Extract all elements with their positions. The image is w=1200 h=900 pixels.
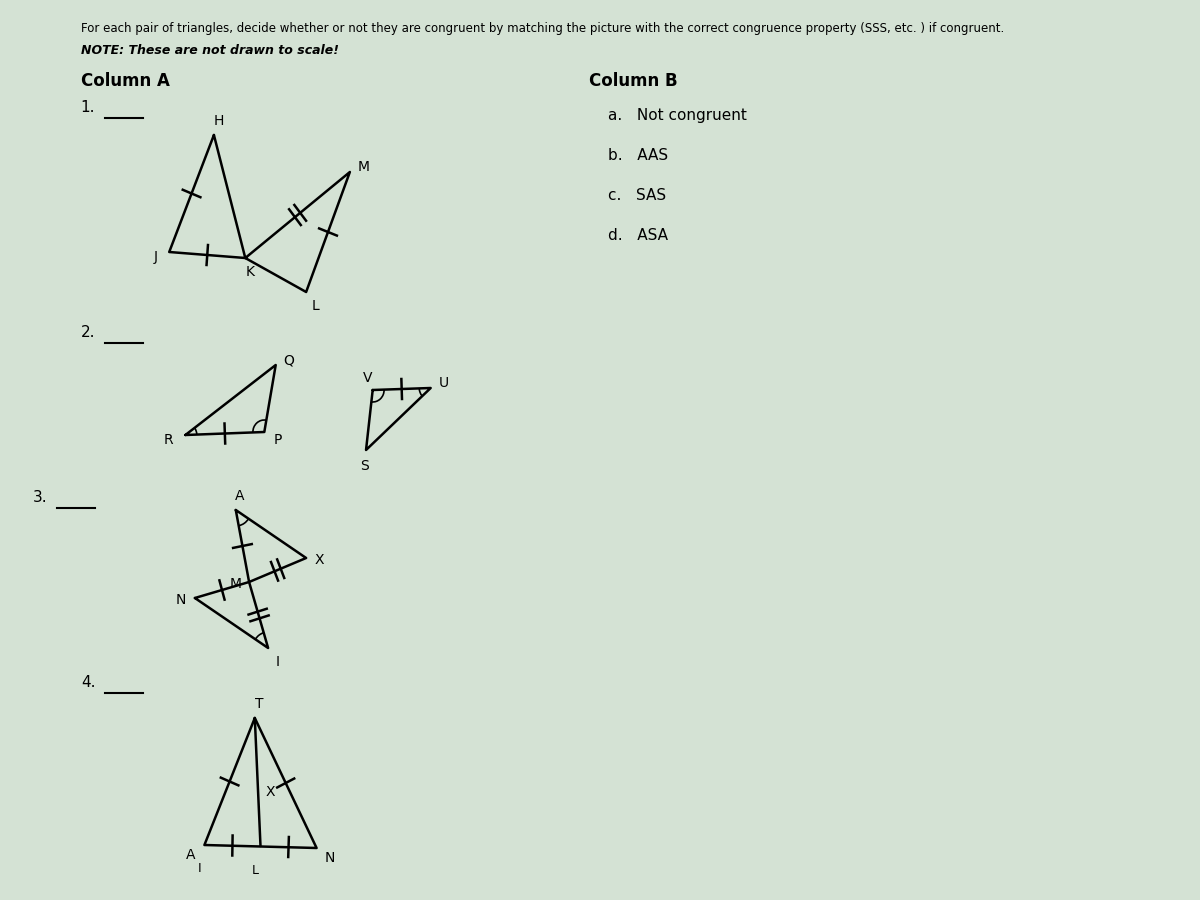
Text: V: V — [364, 371, 373, 385]
Text: 3.: 3. — [34, 490, 48, 505]
Text: L: L — [312, 299, 319, 313]
Text: M: M — [229, 577, 241, 591]
Text: M: M — [358, 160, 370, 174]
Text: c.   SAS: c. SAS — [608, 188, 666, 203]
Text: A: A — [235, 489, 245, 503]
Text: a.   Not congruent: a. Not congruent — [608, 108, 748, 123]
Text: b.   AAS: b. AAS — [608, 148, 668, 163]
Text: H: H — [214, 114, 224, 128]
Text: NOTE: These are not drawn to scale!: NOTE: These are not drawn to scale! — [80, 44, 338, 57]
Text: X: X — [265, 785, 275, 799]
Text: L: L — [252, 863, 259, 877]
Text: X: X — [314, 553, 324, 567]
Text: N: N — [175, 593, 186, 607]
Text: Q: Q — [283, 353, 294, 367]
Text: P: P — [274, 433, 282, 447]
Text: I: I — [198, 862, 202, 876]
Text: J: J — [154, 250, 158, 264]
Text: 1.: 1. — [80, 100, 95, 115]
Text: Column B: Column B — [589, 72, 678, 90]
Text: S: S — [360, 459, 368, 473]
Text: N: N — [325, 851, 335, 865]
Text: d.   ASA: d. ASA — [608, 228, 668, 243]
Text: A: A — [186, 848, 196, 862]
Text: I: I — [276, 655, 280, 669]
Text: For each pair of triangles, decide whether or not they are congruent by matching: For each pair of triangles, decide wheth… — [80, 22, 1004, 35]
Text: T: T — [256, 697, 264, 711]
Text: U: U — [439, 376, 449, 390]
Text: R: R — [163, 433, 173, 447]
Text: K: K — [246, 265, 254, 279]
Text: 2.: 2. — [80, 325, 95, 340]
Text: Column A: Column A — [80, 72, 169, 90]
Text: 4.: 4. — [80, 675, 95, 690]
